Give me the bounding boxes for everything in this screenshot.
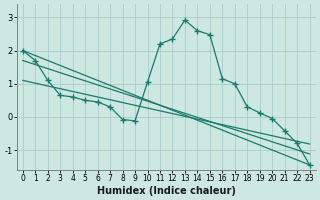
X-axis label: Humidex (Indice chaleur): Humidex (Indice chaleur) — [97, 186, 236, 196]
